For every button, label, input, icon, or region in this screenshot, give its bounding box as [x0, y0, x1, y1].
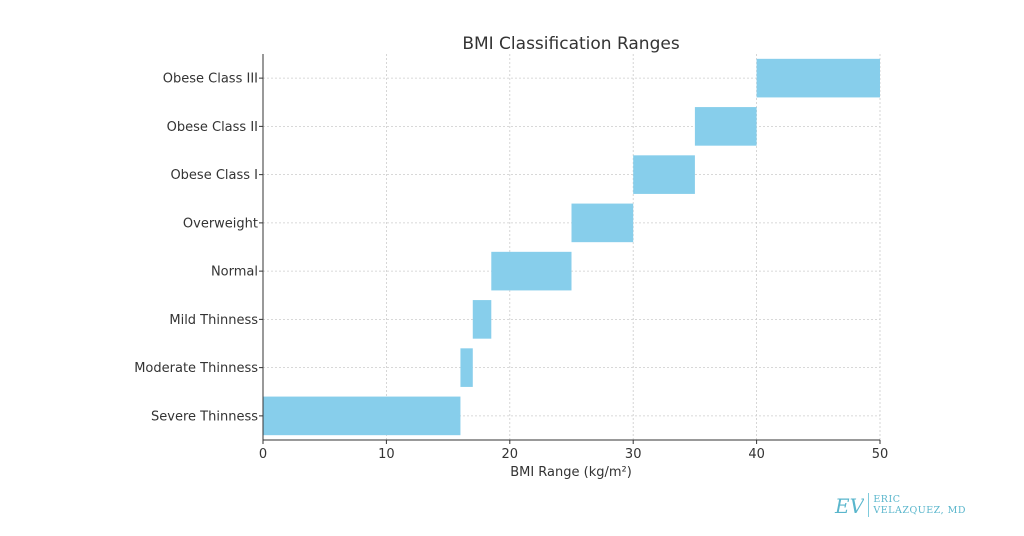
y-tick-label: Moderate Thinness — [134, 361, 258, 376]
logo-monogram: EV — [834, 494, 864, 518]
range-bar — [633, 155, 695, 194]
chart-title: BMI Classification Ranges — [462, 34, 680, 54]
brand-logo: EV ERIC VELAZQUEZ, MD — [834, 490, 966, 520]
range-bar — [491, 251, 572, 291]
x-tick-label: 50 — [872, 447, 889, 462]
y-tick-label: Obese Class I — [170, 168, 258, 183]
x-tick-label: 30 — [625, 447, 642, 462]
x-tick-label: 10 — [378, 447, 395, 462]
x-tick-label: 20 — [502, 447, 519, 462]
y-tick-label: Mild Thinness — [169, 313, 258, 328]
y-tick-label: Obese Class II — [167, 120, 258, 135]
logo-line-2: VELAZQUEZ, MD — [873, 505, 966, 516]
range-bar — [694, 107, 757, 146]
range-bars — [263, 58, 880, 436]
gridlines — [262, 54, 881, 440]
axes: 0 10 20 30 40 50 Severe Thinness Moderate Thinn… — [134, 54, 888, 462]
range-bar — [263, 396, 461, 436]
y-tick-label: Overweight — [183, 216, 258, 231]
x-tick-label: 40 — [748, 447, 765, 462]
x-axis-title: BMI Range (kg/m²) — [510, 465, 632, 480]
range-bar — [472, 300, 492, 339]
y-tick-label: Normal — [211, 265, 258, 280]
y-tick-label: Severe Thinness — [151, 409, 258, 424]
logo-line-1: ERIC — [873, 494, 901, 505]
logo-text: ERIC VELAZQUEZ, MD — [873, 494, 966, 516]
range-bar — [756, 58, 880, 98]
range-bar — [571, 203, 634, 243]
y-tick-label: Obese Class III — [163, 72, 258, 87]
ev-monogram-icon: EV — [834, 494, 864, 518]
logo-divider — [868, 493, 870, 517]
range-bar — [460, 348, 473, 387]
x-tick-label: 0 — [259, 447, 267, 462]
